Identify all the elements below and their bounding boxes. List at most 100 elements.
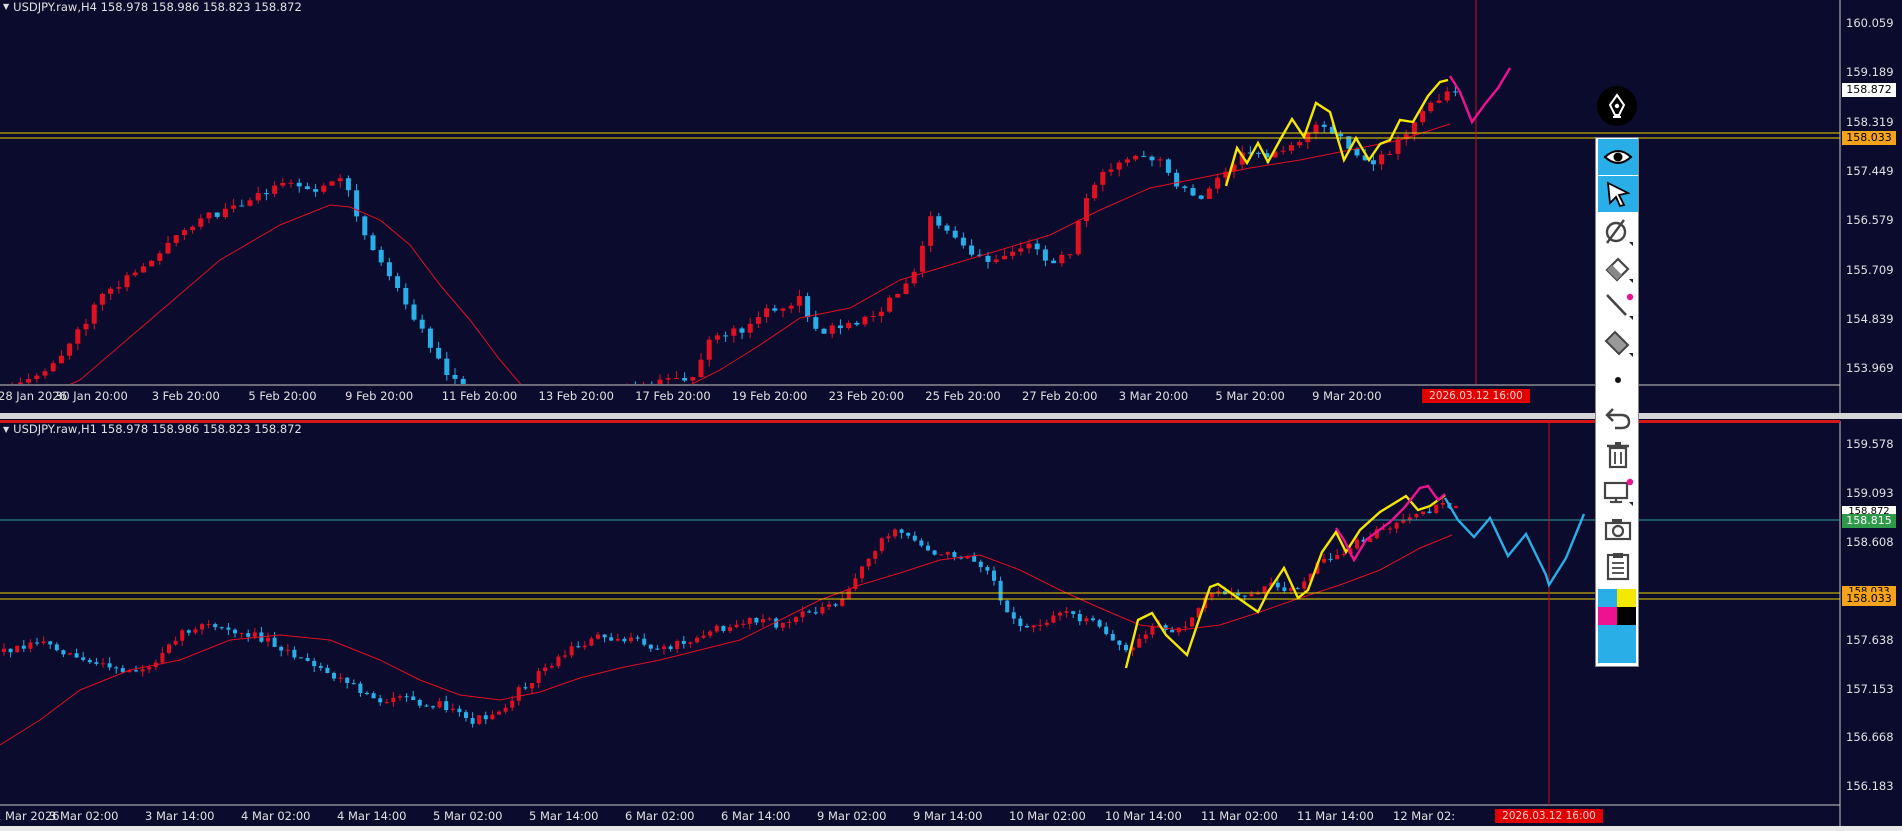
h1-zigzag-drawing-magenta[interactable]	[1335, 484, 1446, 563]
camera-tool-button[interactable]	[1598, 511, 1638, 547]
candle-body	[919, 540, 924, 546]
candle-body	[1414, 514, 1419, 518]
candle-body	[1322, 558, 1326, 563]
header-collapse-icon[interactable]: ▼	[3, 2, 10, 11]
dot-tool-button[interactable]	[1598, 362, 1638, 398]
candle-body	[690, 377, 696, 381]
candle-body	[404, 696, 409, 698]
dot-icon	[1615, 377, 1621, 383]
candle-body	[767, 618, 772, 620]
candle-body	[74, 653, 79, 658]
candle-body	[226, 627, 231, 630]
candle-body	[214, 212, 220, 217]
candle-body	[1198, 195, 1204, 199]
h4-projection-drawing-magenta[interactable]	[1448, 67, 1512, 125]
candle-body	[99, 293, 105, 305]
candle-body	[503, 707, 508, 712]
h4-zigzag-drawing-yellow[interactable]	[1224, 78, 1449, 187]
undo-tool-button[interactable]	[1598, 399, 1638, 435]
cursor-tool-button[interactable]	[1598, 176, 1638, 212]
candle-body	[635, 637, 640, 639]
panel-separator[interactable]	[0, 413, 1902, 421]
price-tick-label: 156.579	[1846, 213, 1894, 228]
bottom-scrollbar[interactable]	[0, 826, 1902, 831]
pen-tool-button[interactable]	[1597, 86, 1637, 126]
candle-body	[124, 275, 130, 288]
candle-body	[1362, 155, 1368, 161]
h4-panel[interactable]	[0, 0, 1902, 413]
candle-body	[48, 641, 53, 645]
time-tick-label: 3 Mar 14:00	[145, 809, 215, 823]
clipboard-tool-button[interactable]	[1598, 548, 1638, 584]
candle-body	[313, 189, 319, 192]
price-tick-label: 157.638	[1846, 633, 1894, 647]
candle-body	[681, 641, 686, 644]
time-tick-label: 11 Feb 20:00	[441, 389, 518, 403]
candle-body	[2, 648, 6, 652]
candle-body	[147, 667, 152, 670]
candle-body	[780, 622, 785, 628]
h1-panel[interactable]	[0, 419, 1902, 831]
candle-body	[288, 182, 294, 184]
candle-body	[602, 634, 607, 638]
candle-body	[1394, 522, 1399, 529]
candle-body	[272, 637, 277, 647]
candle-body	[1289, 588, 1293, 591]
candle-body	[622, 638, 627, 642]
candle-body	[1150, 626, 1155, 635]
candle-body	[114, 667, 119, 669]
candle-body	[417, 700, 422, 706]
eraser-tool-button[interactable]	[1598, 251, 1638, 287]
candle-body	[239, 633, 244, 635]
color-swatch[interactable]	[1617, 607, 1636, 625]
candle-body	[263, 193, 269, 195]
candle-body	[1411, 122, 1417, 135]
h4-header-text: USDJPY.raw,H4 158.978 158.986 158.823 15…	[13, 0, 302, 14]
candle-body	[1051, 615, 1056, 623]
color-swatch[interactable]	[1617, 589, 1636, 607]
candle-body	[198, 218, 204, 227]
candle-body	[200, 624, 204, 630]
time-tick-label: 13 Feb 20:00	[538, 389, 614, 403]
candle-body	[945, 552, 950, 555]
time-tick-label: 5 Mar 14:00	[529, 809, 599, 823]
candle-body	[549, 666, 554, 668]
candle-body	[840, 598, 845, 606]
color-swatch[interactable]	[1598, 607, 1617, 625]
time-tick-label: 19 Feb 20:00	[731, 389, 808, 403]
candle-body	[788, 305, 794, 309]
candle-body	[1355, 539, 1359, 549]
compass-icon	[1605, 219, 1633, 246]
color-swatch[interactable]	[1598, 589, 1617, 607]
candle-body	[854, 322, 860, 325]
candle-body	[444, 358, 450, 375]
candle-body	[1370, 160, 1376, 165]
h1-zigzag-drawing-yellow[interactable]	[1124, 494, 1446, 669]
candle-body	[21, 645, 26, 649]
candle-body	[629, 637, 633, 642]
candle-body	[1440, 503, 1445, 505]
candle-body	[58, 355, 64, 364]
h4-moving-average	[69, 123, 1451, 384]
candle-body	[233, 629, 237, 634]
line-tool-button[interactable]	[1598, 288, 1638, 324]
candle-body	[1104, 626, 1109, 635]
trash-tool-button[interactable]	[1598, 437, 1638, 473]
time-tick-label: 2 Mar 2026	[0, 809, 60, 823]
candle-body	[378, 698, 383, 703]
candle-body	[1401, 519, 1406, 523]
candle-body	[1256, 593, 1260, 595]
candle-body	[345, 178, 351, 191]
color-swatch[interactable]	[1598, 625, 1636, 663]
eye-tool-button[interactable]	[1598, 139, 1638, 175]
header-collapse-icon[interactable]: ▼	[3, 424, 10, 434]
h1-projection-drawing-blue[interactable]	[1443, 497, 1586, 588]
compass-tool-button[interactable]	[1598, 214, 1638, 250]
candle-body	[1190, 617, 1194, 627]
candle-body	[668, 646, 673, 649]
ruler-tool-button[interactable]	[1598, 325, 1638, 361]
screen-tool-button[interactable]	[1598, 474, 1638, 510]
candle-body	[1313, 124, 1319, 134]
candle-body	[127, 670, 132, 673]
candle-body	[1236, 592, 1241, 596]
